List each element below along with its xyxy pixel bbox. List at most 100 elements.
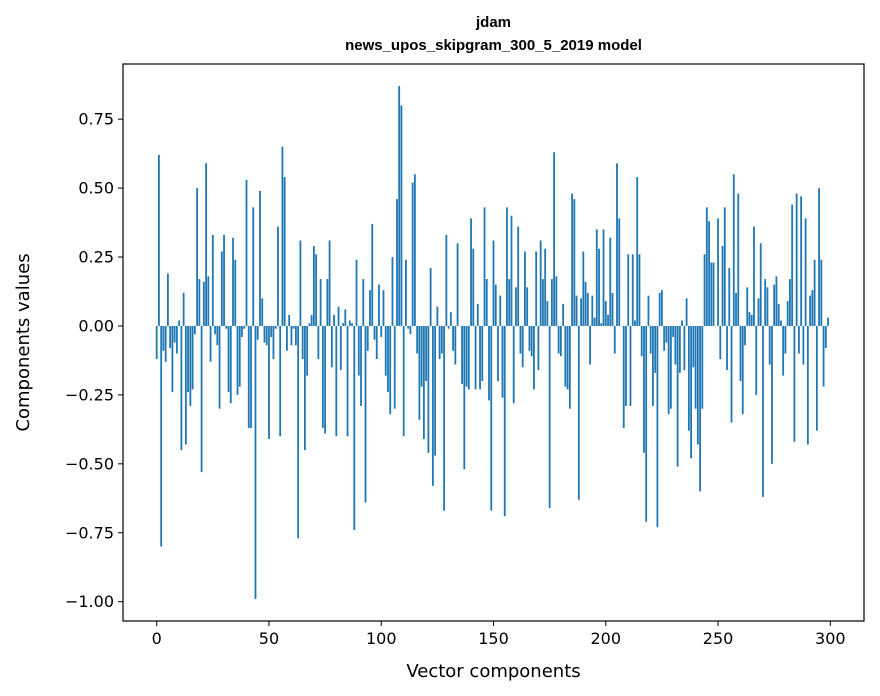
bar-95: [369, 290, 371, 326]
bar-39: [243, 325, 246, 329]
bar-282: [789, 279, 791, 326]
bar-261: [741, 325, 744, 415]
bar-218: [645, 325, 648, 522]
bar-24: [209, 325, 212, 362]
bars-group: [155, 86, 829, 599]
bar-138: [465, 325, 468, 387]
bar-29: [220, 251, 223, 326]
bar-62: [295, 325, 297, 346]
bar-276: [775, 276, 778, 326]
bar-262: [744, 325, 746, 346]
bar-270: [762, 325, 764, 497]
bar-103: [387, 325, 389, 393]
bar-294: [815, 325, 818, 431]
bar-285: [795, 193, 798, 326]
bar-66: [303, 325, 306, 451]
bar-87: [351, 323, 353, 326]
bar-52: [272, 325, 275, 360]
bar-195: [593, 317, 596, 326]
bar-59: [288, 314, 291, 326]
bar-191: [584, 281, 587, 326]
bar-13: [184, 325, 187, 445]
bar-12: [182, 292, 185, 326]
bar-118: [420, 325, 423, 387]
bar-247: [710, 262, 713, 326]
bar-35: [234, 259, 237, 326]
bar-73: [319, 279, 322, 326]
bar-120: [425, 325, 428, 382]
bar-109: [400, 105, 403, 326]
bar-155: [503, 325, 506, 517]
bar-2: [160, 325, 163, 547]
x-axis-ticks: 0 50 100 150 200 250 300: [152, 621, 846, 648]
bar-185: [571, 193, 573, 326]
y-tick-label: −0.50: [65, 454, 114, 473]
x-tick-label: 0: [152, 629, 162, 648]
bar-297: [822, 325, 825, 387]
bar-81: [337, 306, 340, 326]
y-axis-label: Components values: [13, 253, 34, 431]
bar-192: [586, 292, 589, 326]
bar-213: [634, 320, 636, 326]
bar-94: [366, 325, 369, 351]
bar-299: [827, 317, 829, 326]
bar-169: [535, 251, 538, 326]
bar-231: [674, 325, 677, 365]
bar-281: [786, 301, 789, 326]
bar-11: [180, 325, 183, 451]
bar-124: [434, 325, 437, 456]
bar-215: [638, 254, 641, 326]
bar-27: [216, 325, 219, 346]
bar-236: [685, 298, 688, 326]
bar-69: [310, 314, 313, 326]
bar-296: [820, 259, 823, 326]
bar-230: [672, 325, 675, 337]
bar-160: [515, 287, 517, 326]
bar-51: [270, 325, 273, 337]
bar-47: [261, 298, 264, 326]
bar-292: [811, 290, 814, 326]
bar-99: [378, 284, 380, 326]
bar-277: [777, 303, 780, 326]
bar-74: [321, 325, 324, 428]
bar-137: [463, 325, 466, 470]
bar-121: [427, 325, 430, 453]
bar-78: [330, 325, 333, 368]
bar-152: [497, 325, 499, 382]
bar-65: [301, 325, 304, 360]
bar-162: [519, 325, 522, 354]
bar-92: [362, 279, 365, 326]
bar-279: [782, 325, 785, 376]
bar-76: [326, 279, 329, 326]
bar-271: [764, 279, 767, 326]
bar-53: [274, 325, 277, 329]
bar-287: [800, 196, 803, 326]
bar-180: [559, 325, 562, 357]
bar-146: [483, 207, 486, 326]
bar-33: [229, 325, 232, 404]
bar-266: [753, 226, 755, 326]
bar-157: [508, 279, 511, 326]
bar-257: [732, 174, 735, 326]
bar-246: [708, 221, 710, 326]
bar-23: [207, 276, 210, 326]
x-tick-label: 300: [815, 629, 846, 648]
bar-178: [555, 276, 558, 326]
bar-143: [476, 303, 479, 326]
bar-263: [746, 287, 749, 326]
bar-278: [780, 320, 782, 326]
bar-101: [382, 290, 385, 326]
bar-67: [306, 325, 309, 376]
bar-161: [517, 226, 520, 326]
bar-150: [492, 240, 495, 326]
bar-133: [454, 325, 457, 365]
bar-149: [490, 325, 493, 511]
x-tick-label: 250: [703, 629, 734, 648]
bar-58: [286, 325, 288, 351]
x-tick-label: 150: [478, 629, 509, 648]
bar-106: [393, 325, 396, 409]
bar-45: [256, 325, 259, 340]
bar-244: [703, 254, 706, 326]
bar-104: [389, 325, 392, 415]
